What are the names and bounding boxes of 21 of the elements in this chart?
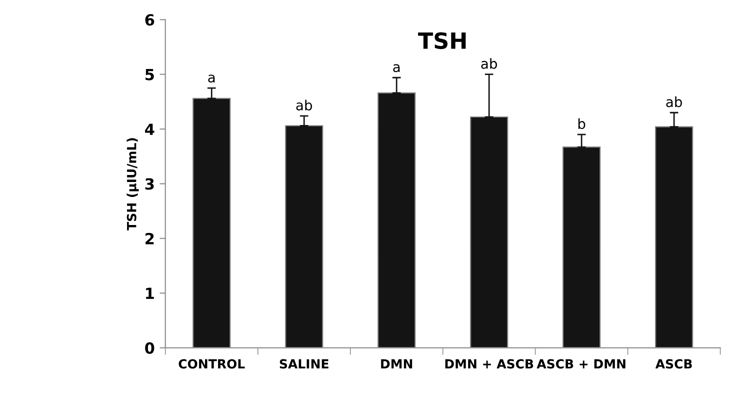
- x-tick-label: SALINE: [280, 359, 328, 369]
- annotation: a: [208, 74, 215, 83]
- x-tick-label: DMN: [381, 359, 412, 368]
- y-axis-title: TSH (µIU/mL): [126, 138, 139, 230]
- y-tick-label: 2: [146, 232, 154, 244]
- y-tick-label: 0: [145, 342, 154, 354]
- annotation: ab: [481, 58, 497, 69]
- annotation: a: [393, 64, 400, 72]
- x-tick-label: ASCB: [655, 359, 692, 369]
- chart-title: TSH: [418, 32, 466, 50]
- annotation: ab: [296, 100, 312, 110]
- y-tick-label: 1: [146, 288, 154, 299]
- x-tick-label: ASCB + DMN: [536, 359, 626, 369]
- annotation: b: [578, 118, 586, 130]
- y-tick-label: 6: [145, 14, 154, 26]
- x-tick-label: DMN + ASCB: [445, 359, 534, 369]
- y-tick-label: 5: [146, 69, 154, 80]
- y-tick-label: 3: [145, 178, 154, 190]
- x-tick-label: CONTROL: [178, 359, 245, 369]
- annotation: ab: [666, 96, 682, 108]
- y-tick-label: 4: [145, 124, 154, 135]
